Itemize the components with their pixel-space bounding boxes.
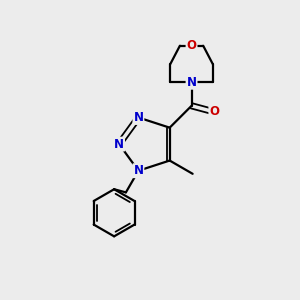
- Text: N: N: [187, 76, 196, 89]
- Text: O: O: [209, 105, 219, 118]
- Text: N: N: [134, 111, 143, 124]
- Text: N: N: [114, 138, 124, 151]
- Text: O: O: [187, 39, 196, 52]
- Text: N: N: [134, 164, 143, 177]
